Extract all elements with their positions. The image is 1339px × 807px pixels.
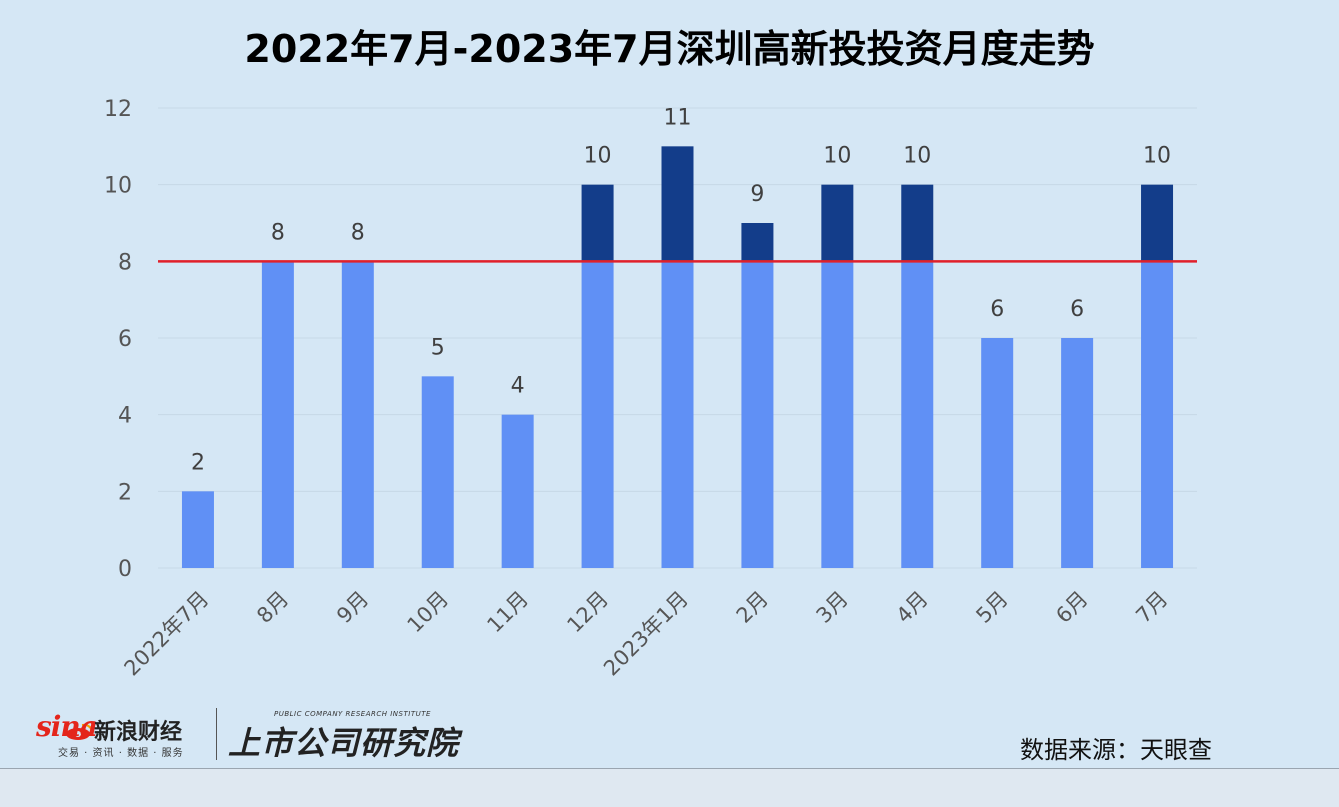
sina-wordmark: sina — [36, 710, 98, 743]
y-tick-label: 10 — [104, 174, 132, 199]
data-source: 数据来源：天眼查 — [1020, 736, 1212, 764]
bar-chart: 2 8 8 5 4 10 11 9 10 10 6 6 10 0 2 4 6 8 10 12 2022年7月 8月 9月… — [104, 97, 1197, 681]
x-tick-label: 3月 — [812, 587, 853, 628]
footer-divider — [0, 768, 1339, 769]
x-tick-label: 12月 — [562, 587, 613, 638]
x-tick-label: 4月 — [892, 587, 933, 628]
data-label: 10 — [903, 144, 931, 169]
bars — [181, 146, 1174, 568]
bar-above-reference — [901, 184, 934, 262]
footer-band — [0, 769, 1339, 807]
bar — [581, 261, 614, 568]
x-tick-label: 5月 — [971, 587, 1012, 628]
x-tick-label: 8月 — [252, 587, 293, 628]
y-tick-label: 8 — [118, 250, 132, 275]
bar — [501, 414, 534, 568]
data-label: 6 — [1070, 297, 1084, 322]
x-tick-label: 9月 — [332, 587, 373, 628]
sina-tagline: 交易 · 资讯 · 数据 · 服务 — [58, 748, 184, 759]
data-label: 10 — [584, 144, 612, 169]
y-tick-label: 12 — [104, 97, 132, 122]
x-tick-label: 6月 — [1051, 587, 1092, 628]
bar — [661, 261, 694, 568]
chart-title: 2022年7月-2023年7月深圳高新投投资月度走势 — [244, 27, 1095, 71]
bar — [421, 376, 454, 568]
y-tick-label: 0 — [118, 557, 132, 582]
logo-divider — [216, 708, 217, 760]
data-label: 6 — [990, 297, 1004, 322]
sina-eye-logo — [66, 723, 93, 740]
sina-finance-name: 新浪财经 — [94, 720, 183, 745]
bar — [341, 261, 374, 568]
bar-above-reference — [741, 223, 774, 262]
bar — [1141, 261, 1174, 568]
data-label: 8 — [351, 220, 365, 245]
x-tick-label: 2022年7月 — [120, 587, 214, 681]
data-label: 8 — [271, 220, 285, 245]
x-tick-label: 10月 — [403, 587, 454, 638]
data-label: 11 — [664, 105, 692, 130]
bar — [901, 261, 934, 568]
data-label: 4 — [511, 374, 525, 399]
institute-name: 上市公司研究院 — [228, 724, 460, 762]
data-label: 2 — [191, 450, 205, 475]
data-label: 10 — [823, 144, 851, 169]
institute-english-name: PUBLIC COMPANY RESEARCH INSTITUTE — [274, 710, 431, 718]
data-label: 10 — [1143, 144, 1171, 169]
bar — [1061, 338, 1094, 568]
x-tick-label: 7月 — [1131, 587, 1172, 628]
bar-above-reference — [661, 146, 694, 262]
y-tick-label: 2 — [118, 480, 132, 505]
x-tick-label: 2月 — [732, 587, 773, 628]
y-axis-ticks: 0 2 4 6 8 10 12 — [104, 97, 132, 582]
bar-above-reference — [821, 184, 854, 262]
x-tick-label: 2023年1月 — [599, 587, 693, 681]
y-tick-label: 6 — [118, 327, 132, 352]
x-tick-label: 11月 — [482, 587, 533, 638]
bar — [821, 261, 854, 568]
data-labels: 2 8 8 5 4 10 11 9 10 10 6 6 10 — [191, 105, 1171, 475]
data-label: 5 — [431, 335, 445, 360]
bar-above-reference — [1141, 184, 1174, 262]
bar — [741, 261, 774, 568]
y-tick-label: 4 — [118, 404, 132, 429]
bar-above-reference — [581, 184, 614, 262]
bar — [181, 491, 214, 568]
bar — [981, 338, 1014, 568]
bar — [261, 261, 294, 568]
data-label: 9 — [750, 182, 764, 207]
